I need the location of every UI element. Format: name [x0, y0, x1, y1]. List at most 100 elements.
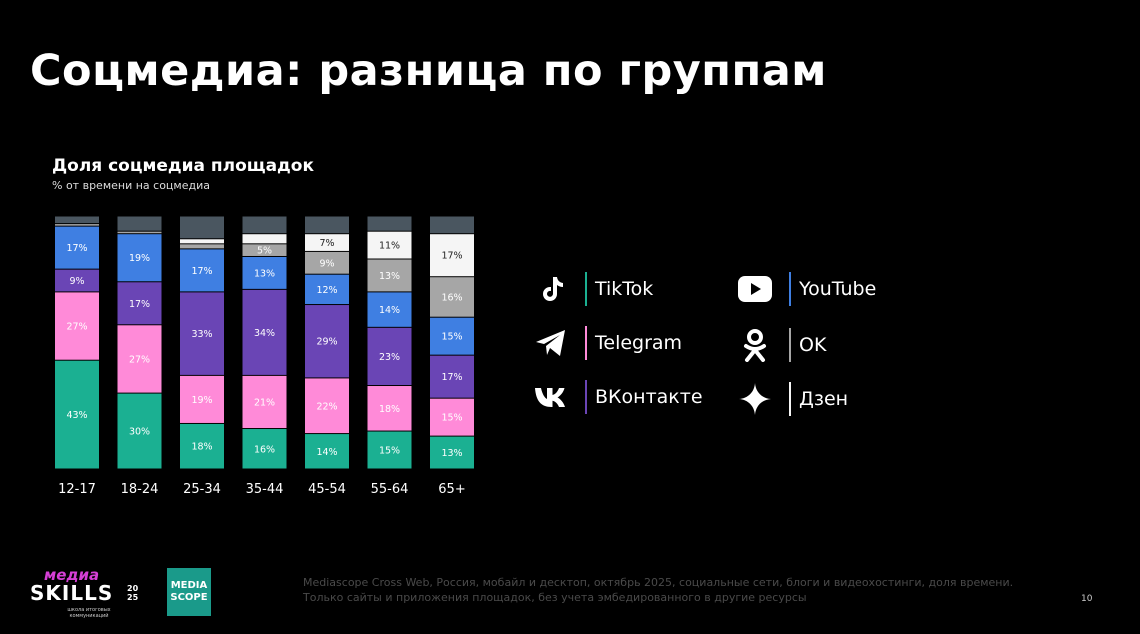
data-label: 17% [441, 251, 462, 262]
media-skills-logo: медиа SKILLS 20 25 школа итоговых коммуни… [30, 566, 145, 620]
bar-segment-ВКонтакте-35-44 [242, 289, 287, 375]
data-label: 30% [129, 427, 150, 438]
data-label: 7% [319, 238, 334, 249]
bar-segment-TikTok-18-24 [117, 393, 162, 469]
bar-segment-Прочее-12-17 [55, 216, 99, 224]
data-label: 27% [129, 354, 150, 365]
data-label: 21% [254, 397, 275, 408]
bar-segment-Telegram-35-44 [242, 375, 287, 429]
bar-segment-Telegram-12-17 [55, 292, 99, 360]
data-label: 9% [69, 276, 84, 287]
bar-segment-ВКонтакте-25-34 [180, 292, 224, 375]
telegram-icon [533, 325, 569, 361]
bar-segment-Дзен-65+ [430, 234, 474, 277]
data-label: 27% [66, 322, 87, 333]
legend-label: TikTok [595, 278, 654, 300]
data-label: 22% [316, 401, 337, 412]
logo-main-text: SKILLS [30, 581, 114, 605]
data-label: 14% [379, 305, 400, 316]
bar-segment-ВКонтакте-18-24 [117, 282, 162, 325]
data-label: 29% [316, 337, 337, 348]
legend-color-bar [789, 328, 791, 362]
bar-segment-YouTube-35-44 [242, 256, 287, 289]
data-label: 17% [441, 372, 462, 383]
bar-segment-TikTok-45-54 [305, 434, 349, 469]
bar-segment-OK-18-24 [117, 231, 162, 234]
data-label: 13% [254, 268, 275, 279]
bar-segment-TikTok-55-64 [367, 431, 412, 469]
chart-title: Доля соцмедиа площадок [52, 156, 315, 176]
logo2-line1: MEDIA [170, 580, 208, 591]
bar-segment-Прочее-55-64 [367, 216, 412, 231]
mediascope-logo: MEDIA SCOPE [167, 568, 211, 616]
source-footnote: Mediascope Cross Web, Россия, мобайл и д… [303, 576, 1014, 604]
bar-segment-OK-35-44 [242, 244, 287, 256]
bar-segment-Прочее-25-34 [180, 216, 224, 239]
data-label: 15% [441, 413, 462, 424]
bar-segment-Дзен-55-64 [367, 231, 412, 259]
legend-color-bar [789, 272, 791, 306]
bar-segment-ВКонтакте-65+ [430, 355, 474, 398]
bar-segment-OK-45-54 [305, 251, 349, 274]
bar-segment-TikTok-12-17 [55, 360, 99, 469]
bar-segment-Прочее-45-54 [305, 216, 349, 234]
bar-segment-Telegram-18-24 [117, 325, 162, 393]
data-label: 15% [441, 332, 462, 343]
data-label: 19% [129, 253, 150, 264]
legend-color-bar [585, 380, 587, 414]
data-label: 13% [379, 271, 400, 282]
bar-segment-OK-65+ [430, 277, 474, 317]
logo-subtitle: школа итоговых коммуникаций [67, 607, 111, 619]
bar-segment-ВКонтакте-45-54 [305, 305, 349, 378]
data-label: 17% [66, 243, 87, 254]
data-label: 13% [441, 448, 462, 459]
legend-color-bar [789, 382, 791, 416]
data-label: 34% [254, 328, 275, 339]
bar-segment-Telegram-25-34 [180, 375, 224, 423]
bar-segment-ВКонтакте-55-64 [367, 327, 412, 386]
page-number: 10 [1081, 594, 1093, 604]
data-label: 18% [379, 404, 400, 415]
bar-segment-YouTube-12-17 [55, 226, 99, 269]
data-label: 12% [316, 285, 337, 296]
bar-segment-OK-25-34 [180, 244, 224, 249]
data-label: 15% [379, 446, 400, 457]
bar-segment-YouTube-55-64 [367, 292, 412, 327]
bar-segment-TikTok-35-44 [242, 429, 287, 469]
data-label: 11% [379, 241, 400, 252]
legend-item-tiktok: TikTok [533, 271, 653, 307]
page-title: Соцмедиа: разница по группам [30, 46, 827, 96]
data-label: 17% [129, 299, 150, 310]
bar-segment-Прочее-18-24 [117, 216, 162, 231]
legend-label: Telegram [595, 332, 683, 354]
data-label: 9% [319, 258, 334, 269]
data-label: 14% [316, 447, 337, 458]
x-tick-label: 12-17 [58, 482, 96, 497]
bar-segment-YouTube-65+ [430, 317, 474, 355]
stacked-bar-chart: 43% 27% 9% 17% 12-17 30% 27% 17% 19% 18-24 18% 19% 3… [55, 216, 474, 497]
data-label: 16% [254, 444, 275, 455]
x-tick-label: 18-24 [121, 482, 159, 497]
bar-segment-OK-55-64 [367, 259, 412, 292]
bar-segment-Telegram-65+ [430, 398, 474, 436]
bar-segment-YouTube-18-24 [117, 234, 162, 282]
dzen-icon [737, 381, 773, 417]
data-label: 23% [379, 352, 400, 363]
bar-segment-Дзен-35-44 [242, 234, 287, 244]
bar-segment-Telegram-55-64 [367, 386, 412, 431]
legend-label: OK [799, 334, 827, 356]
ok-icon [737, 327, 773, 363]
legend-label: ВКонтакте [595, 386, 703, 408]
bar-segment-Дзен-25-34 [180, 239, 224, 244]
data-label: 18% [191, 442, 212, 453]
vk-icon [533, 379, 569, 415]
legend-item-telegram: Telegram [533, 325, 682, 361]
legend-item-dzen: Дзен [737, 381, 848, 417]
data-label: 33% [191, 329, 212, 340]
x-tick-label: 35-44 [246, 482, 284, 497]
legend-color-bar [585, 326, 587, 360]
data-label: 17% [191, 266, 212, 277]
logo2-line2: SCOPE [170, 592, 208, 603]
legend-item-vk: ВКонтакте [533, 379, 703, 415]
bar-segment-TikTok-65+ [430, 436, 474, 469]
